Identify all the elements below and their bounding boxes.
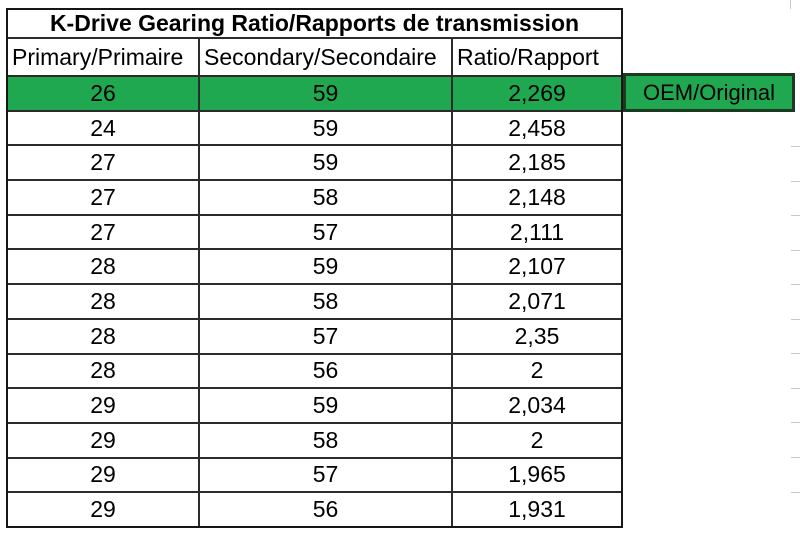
gridline-stub	[791, 284, 800, 286]
gridline-stub	[791, 180, 800, 182]
cell-ratio: 2,034	[508, 392, 566, 419]
gridline-stub	[791, 215, 800, 217]
cell-secondary: 58	[200, 181, 453, 214]
gridline-stub	[791, 456, 800, 458]
cell-secondary: 57	[200, 319, 453, 353]
table-row: 28 58 2,071	[8, 285, 621, 320]
gridline-stub	[791, 353, 800, 355]
cell-secondary: 59	[200, 250, 453, 284]
cell-ratio: 2	[530, 426, 544, 453]
table-row: 29 58 2	[8, 423, 621, 459]
table-row-highlighted: 26 59 2,269	[8, 77, 621, 112]
cell-primary: 28	[8, 319, 200, 353]
cell-primary: 29	[8, 493, 200, 526]
cell-secondary: 57	[200, 458, 453, 492]
table-row: 27 59 2,185	[8, 146, 621, 182]
cell-primary: 28	[8, 285, 200, 318]
cell-secondary: 58	[200, 285, 453, 318]
oem-original-label: OEM/Original	[642, 79, 776, 105]
table-row: 29 56 1,931	[8, 493, 621, 526]
gearing-table: K-Drive Gearing Ratio/Rapports de transm…	[6, 8, 623, 528]
cell-secondary: 59	[200, 77, 453, 110]
cell-primary: 28	[8, 250, 200, 284]
gridline-stub	[790, 0, 791, 9]
gridline-stub	[791, 387, 800, 389]
cell-ratio: 1,931	[508, 496, 566, 523]
table-row: 29 57 1,965	[8, 458, 621, 494]
cell-secondary: 59	[200, 389, 453, 422]
cell-ratio: 2,111	[509, 218, 565, 245]
gridline-stub	[791, 491, 800, 493]
column-header-primary: Primary/Primaire	[8, 39, 200, 75]
cell-ratio: 2,458	[508, 114, 566, 141]
cell-primary: 27	[8, 181, 200, 214]
table-body: 26 59 2,269 24 59 2,458 27 59 2,185 27 58 2,148 27 57…	[8, 77, 621, 526]
table-row: 27 57 2,111	[8, 215, 621, 251]
cell-primary: 29	[8, 458, 200, 492]
gridline-stub	[791, 318, 800, 320]
cell-secondary: 58	[200, 423, 453, 457]
gridline-stub	[791, 249, 800, 251]
cell-secondary: 59	[200, 146, 453, 180]
cell-secondary: 56	[200, 493, 453, 526]
cell-ratio: 1,965	[508, 461, 566, 488]
table-row: 24 59 2,458	[8, 111, 621, 147]
cell-ratio: 2,148	[508, 183, 566, 210]
cell-primary: 27	[8, 146, 200, 180]
cell-primary: 27	[8, 215, 200, 249]
cell-secondary: 56	[200, 354, 453, 388]
cell-primary: 29	[8, 389, 200, 422]
cell-secondary: 59	[200, 111, 453, 145]
oem-original-cell: OEM/Original	[623, 73, 795, 112]
column-header-ratio: Ratio/Rapport	[457, 43, 599, 70]
gridline-stub	[791, 146, 800, 148]
column-header-secondary: Secondary/Secondaire	[200, 39, 453, 75]
cell-ratio: 2,185	[508, 149, 566, 176]
cell-ratio: 2,107	[508, 253, 566, 280]
cell-primary: 24	[8, 111, 200, 145]
table-row: 29 59 2,034	[8, 389, 621, 424]
cell-ratio: 2,071	[508, 287, 566, 314]
cell-primary: 28	[8, 354, 200, 388]
cell-ratio: 2,35	[514, 322, 560, 349]
table-row: 27 58 2,148	[8, 181, 621, 216]
table-row: 28 57 2,35	[8, 319, 621, 355]
gridline-stub	[791, 422, 800, 424]
cell-secondary: 57	[200, 215, 453, 249]
table-row: 28 56 2	[8, 354, 621, 390]
cell-ratio: 2	[530, 357, 544, 384]
cell-primary: 29	[8, 423, 200, 457]
table-row: 28 59 2,107	[8, 250, 621, 286]
cell-ratio: 2,269	[453, 77, 621, 110]
cell-primary: 26	[8, 77, 200, 110]
table-title: K-Drive Gearing Ratio/Rapports de transm…	[8, 10, 621, 39]
table-header-row: Primary/Primaire Secondary/Secondaire Ra…	[8, 39, 621, 77]
